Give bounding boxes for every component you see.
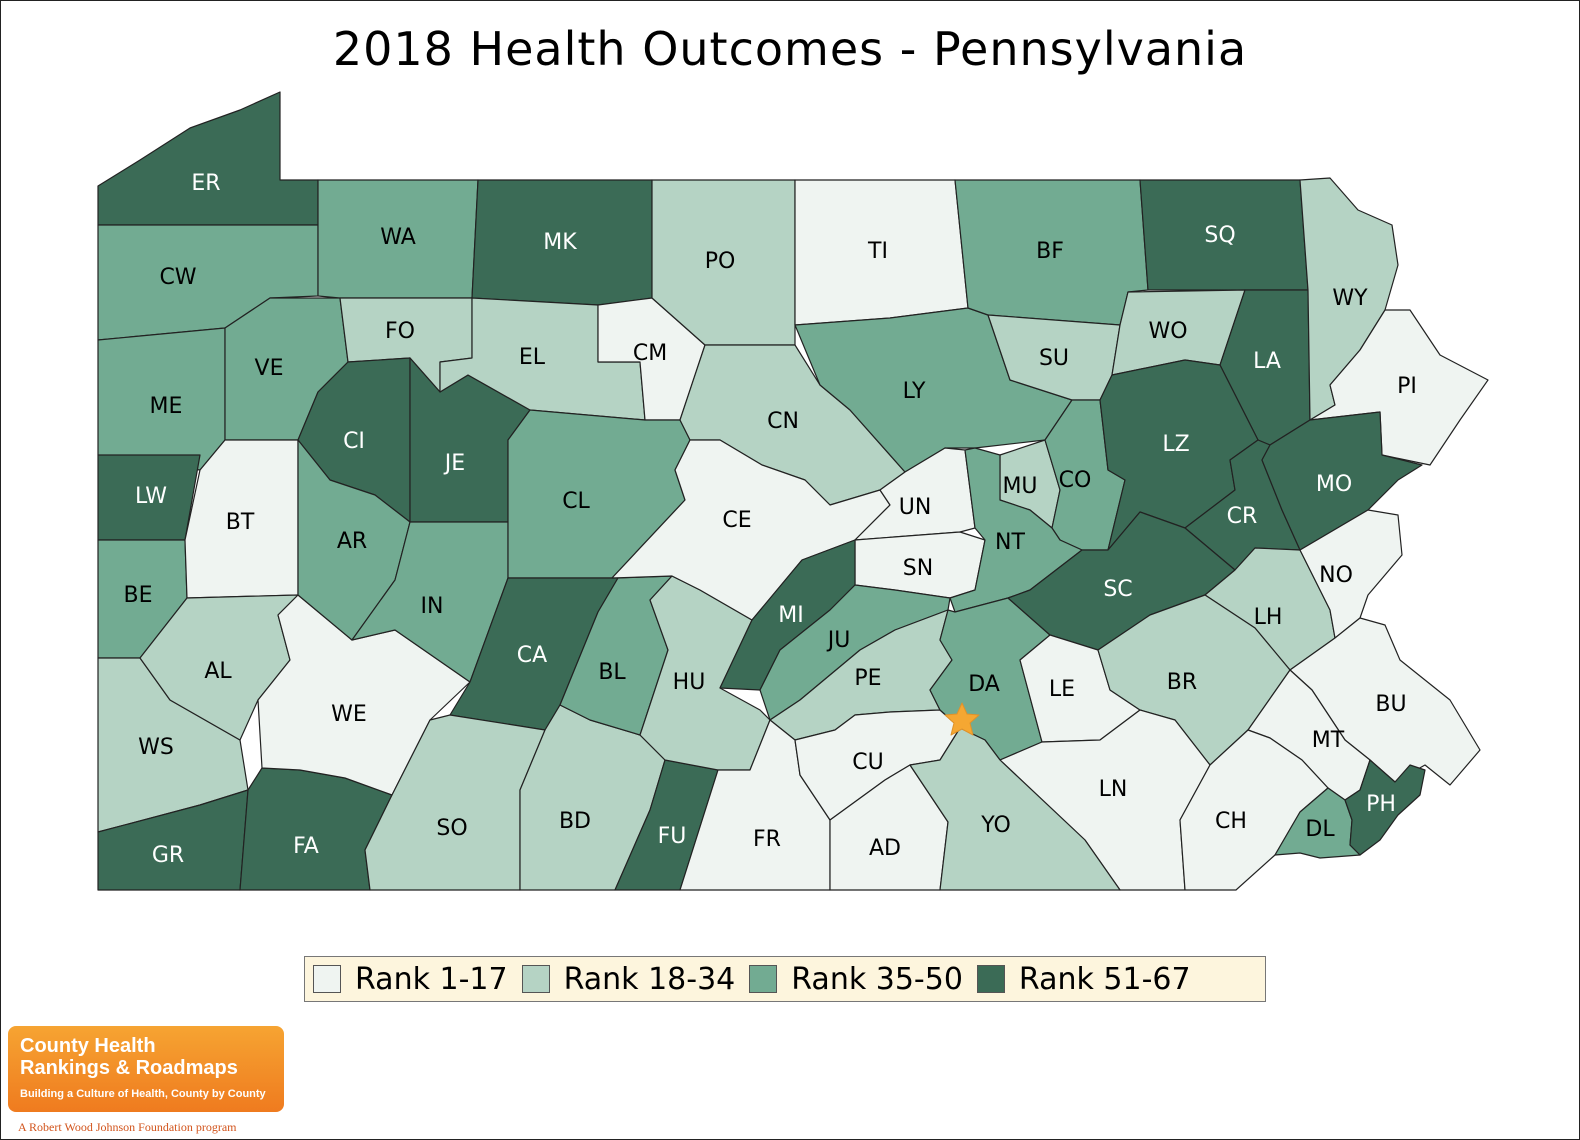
label-VE: VE bbox=[255, 356, 284, 381]
label-MT: MT bbox=[1312, 728, 1345, 753]
label-ME: ME bbox=[150, 394, 183, 419]
label-GR: GR bbox=[152, 843, 184, 868]
label-LW: LW bbox=[135, 484, 167, 509]
label-BE: BE bbox=[124, 583, 153, 608]
label-MU: MU bbox=[1002, 474, 1037, 499]
label-LY: LY bbox=[903, 379, 926, 404]
label-CR: CR bbox=[1227, 504, 1258, 529]
map-legend: Rank 1-17 Rank 18-34 Rank 35-50 Rank 51-… bbox=[304, 956, 1266, 1002]
label-WA: WA bbox=[380, 225, 416, 250]
label-ER: ER bbox=[191, 171, 220, 196]
label-PE: PE bbox=[854, 666, 881, 691]
legend-item-rank-18-34: Rank 18-34 bbox=[521, 961, 736, 997]
county-CH[interactable] bbox=[1179, 729, 1329, 891]
legend-label-rank-51-67: Rank 51-67 bbox=[1018, 961, 1191, 997]
label-TI: TI bbox=[867, 239, 888, 264]
label-EL: EL bbox=[519, 345, 546, 370]
label-LA: LA bbox=[1253, 349, 1281, 374]
label-MK: MK bbox=[543, 230, 577, 255]
label-FO: FO bbox=[385, 319, 415, 344]
label-DA: DA bbox=[968, 672, 1000, 697]
label-CL: CL bbox=[562, 489, 590, 514]
map-title: 2018 Health Outcomes - Pennsylvania bbox=[332, 22, 1248, 76]
capital-star-icon bbox=[944, 702, 980, 736]
legend-label-rank-35-50: Rank 35-50 bbox=[791, 961, 963, 997]
label-LE: LE bbox=[1049, 677, 1075, 702]
label-NO: NO bbox=[1319, 563, 1353, 588]
label-CU: CU bbox=[852, 750, 883, 775]
label-WS: WS bbox=[138, 735, 174, 760]
label-CH: CH bbox=[1215, 809, 1247, 834]
label-DL: DL bbox=[1305, 817, 1335, 842]
legend-label-rank-18-34: Rank 18-34 bbox=[563, 961, 736, 997]
label-BU: BU bbox=[1375, 692, 1406, 717]
label-JU: JU bbox=[826, 628, 851, 653]
label-WE: WE bbox=[331, 702, 367, 727]
chrr-logo[interactable]: County Health Rankings & Roadmaps Buildi… bbox=[8, 1026, 284, 1112]
label-WY: WY bbox=[1332, 286, 1368, 311]
label-AR: AR bbox=[337, 529, 367, 554]
label-BD: BD bbox=[559, 809, 591, 834]
logo-line-1: County Health bbox=[20, 1035, 156, 1057]
label-SU: SU bbox=[1039, 346, 1069, 371]
label-SN: SN bbox=[903, 556, 933, 581]
legend-item-rank-35-50: Rank 35-50 bbox=[749, 962, 963, 997]
legend-swatch-rank-18-34 bbox=[521, 965, 550, 993]
label-LN: LN bbox=[1099, 777, 1128, 802]
logo-tagline: Building a Culture of Health, County by … bbox=[20, 1088, 266, 1100]
county-ER[interactable] bbox=[97, 91, 319, 226]
label-FU: FU bbox=[658, 824, 687, 849]
label-CM: CM bbox=[633, 341, 667, 366]
label-HU: HU bbox=[673, 670, 706, 695]
legend-swatch-rank-35-50 bbox=[749, 965, 778, 993]
label-CN: CN bbox=[767, 409, 799, 434]
label-CA: CA bbox=[517, 643, 547, 668]
label-SQ: SQ bbox=[1204, 223, 1235, 248]
label-BL: BL bbox=[598, 660, 626, 685]
label-SC: SC bbox=[1103, 577, 1132, 602]
label-AD: AD bbox=[869, 836, 901, 861]
label-PI: PI bbox=[1397, 374, 1417, 399]
logo-line-2: Rankings & Roadmaps bbox=[20, 1057, 238, 1079]
label-LZ: LZ bbox=[1162, 432, 1189, 457]
label-LH: LH bbox=[1254, 605, 1283, 630]
label-AL: AL bbox=[204, 659, 232, 684]
legend-label-rank-1-17: Rank 1-17 bbox=[355, 961, 508, 997]
label-JE: JE bbox=[443, 451, 465, 476]
label-PH: PH bbox=[1366, 792, 1396, 817]
label-MO: MO bbox=[1316, 472, 1352, 497]
label-BF: BF bbox=[1036, 239, 1064, 264]
rwjf-footer: A Robert Wood Johnson Foundation program bbox=[18, 1120, 237, 1134]
label-IN: IN bbox=[421, 594, 444, 619]
label-CE: CE bbox=[722, 508, 751, 533]
county-PH[interactable] bbox=[1344, 759, 1426, 856]
legend-item-rank-51-67: Rank 51-67 bbox=[976, 961, 1191, 997]
legend-swatch-rank-51-67 bbox=[976, 965, 1005, 993]
label-BR: BR bbox=[1167, 670, 1197, 695]
label-FR: FR bbox=[753, 827, 781, 852]
label-FA: FA bbox=[293, 834, 319, 859]
label-PO: PO bbox=[705, 249, 736, 274]
county-MO[interactable] bbox=[1261, 411, 1423, 551]
label-NT: NT bbox=[995, 530, 1025, 555]
label-WO: WO bbox=[1148, 319, 1187, 344]
label-BT: BT bbox=[226, 510, 255, 535]
label-CO: CO bbox=[1059, 468, 1092, 493]
label-CW: CW bbox=[159, 265, 196, 290]
label-YO: YO bbox=[980, 813, 1011, 838]
label-UN: UN bbox=[899, 495, 932, 520]
label-MI: MI bbox=[778, 603, 803, 628]
legend-item-rank-1-17: Rank 1-17 bbox=[313, 962, 508, 997]
label-CI: CI bbox=[343, 429, 365, 454]
legend-swatch-rank-1-17 bbox=[313, 965, 341, 993]
label-SO: SO bbox=[436, 816, 467, 841]
county-NO[interactable] bbox=[1299, 509, 1403, 639]
